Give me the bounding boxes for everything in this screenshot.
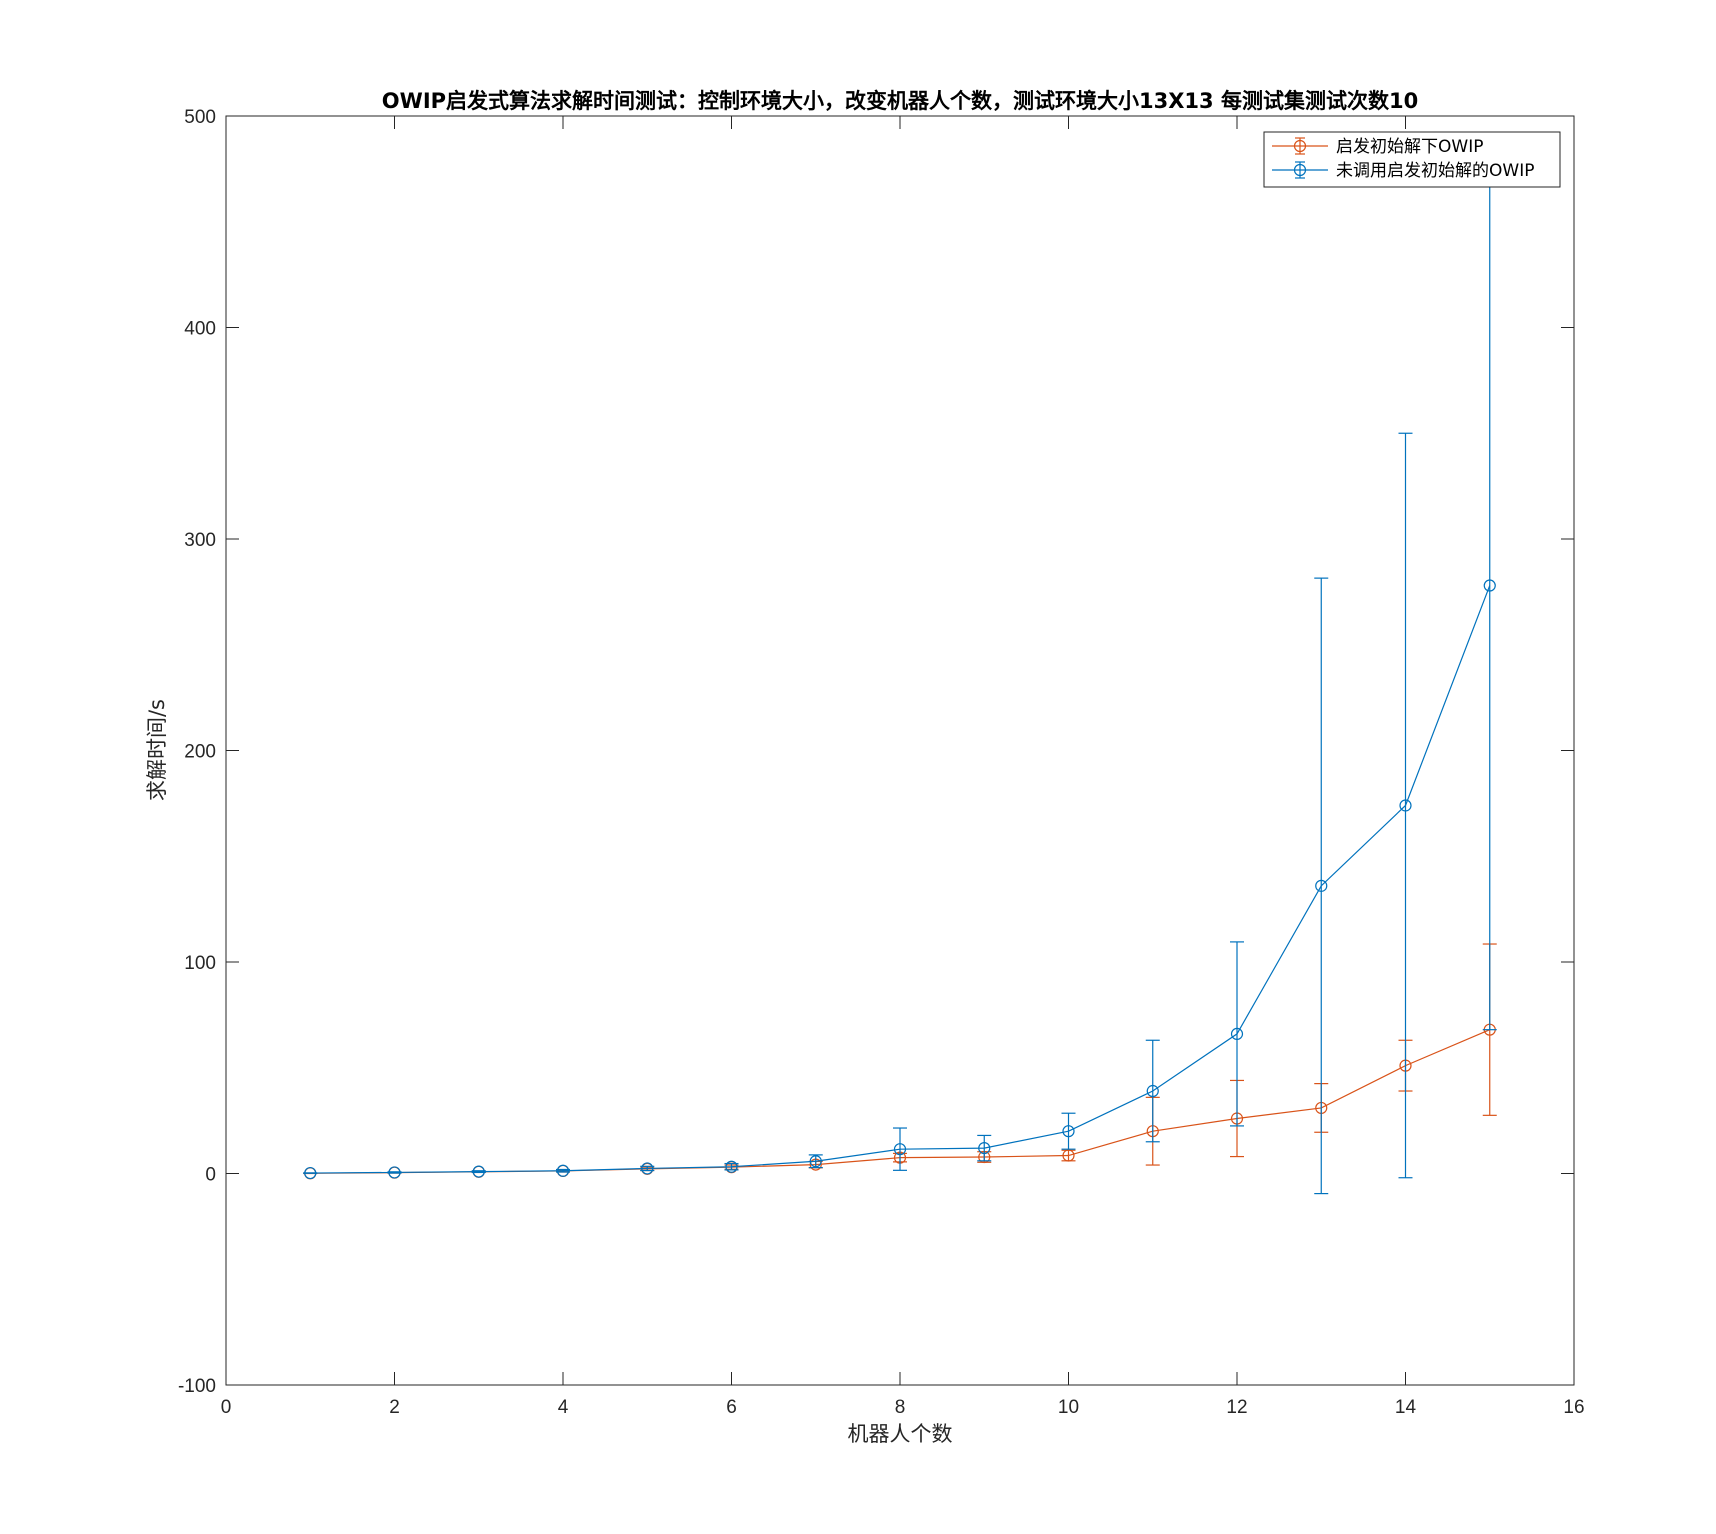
x-tick-label: 8 bbox=[895, 1397, 906, 1418]
data-point-marker bbox=[304, 1166, 317, 1180]
data-point-marker bbox=[556, 1164, 570, 1177]
chart-title: OWIP启发式算法求解时间测试：控制环境大小，改变机器人个数，测试环境大小13X… bbox=[382, 89, 1418, 113]
series-layer bbox=[303, 140, 1497, 1195]
data-point-marker bbox=[893, 1143, 907, 1156]
plot-area bbox=[226, 116, 1574, 1385]
legend-entry-1: 启发初始解下OWIP bbox=[1272, 137, 1483, 157]
data-point-marker bbox=[641, 1162, 654, 1175]
y-tick-label: 300 bbox=[184, 530, 216, 551]
data-point-marker bbox=[1146, 1084, 1159, 1098]
plot-frame bbox=[225, 115, 1575, 1386]
data-point-marker bbox=[809, 1155, 822, 1168]
y-tick-label: 0 bbox=[205, 1165, 216, 1186]
y-tick-label: 100 bbox=[184, 953, 216, 974]
legend-marker bbox=[1293, 139, 1307, 153]
y-axis-label-group: 求解时间/s bbox=[145, 699, 169, 801]
legend-label: 启发初始解下OWIP bbox=[1336, 137, 1483, 157]
y-tick-label: 200 bbox=[184, 742, 216, 763]
x-tick-label: 0 bbox=[221, 1397, 232, 1418]
x-tick-label: 12 bbox=[1226, 1397, 1247, 1418]
x-axis-label: 机器人个数 bbox=[848, 1422, 953, 1446]
legend-entry-2: 未调用启发初始解的OWIP bbox=[1272, 161, 1534, 181]
x-tick-label: 16 bbox=[1563, 1397, 1584, 1418]
y-tick-label: 500 bbox=[184, 107, 216, 128]
data-point-marker bbox=[1399, 799, 1412, 812]
legend-label: 未调用启发初始解的OWIP bbox=[1336, 161, 1534, 181]
y-tick-label: -100 bbox=[178, 1376, 216, 1397]
legend: 启发初始解下OWIP 未调用启发初始解的OWIP bbox=[1263, 131, 1561, 188]
x-tick-label: 14 bbox=[1395, 1397, 1417, 1418]
legend-box bbox=[1263, 131, 1561, 188]
data-point-marker bbox=[1230, 1027, 1244, 1041]
x-tick-label: 6 bbox=[726, 1397, 737, 1418]
data-point-marker bbox=[1062, 1149, 1075, 1162]
data-point-marker bbox=[1315, 879, 1328, 892]
data-point-marker bbox=[1062, 1125, 1075, 1138]
data-point-marker bbox=[472, 1165, 485, 1178]
data-point-marker bbox=[1483, 579, 1496, 592]
data-point-marker bbox=[725, 1160, 738, 1173]
y-tick-label: 400 bbox=[184, 319, 216, 340]
x-tick-label: 4 bbox=[558, 1397, 569, 1418]
legend-marker bbox=[1293, 163, 1307, 177]
x-tick-label: 2 bbox=[389, 1397, 400, 1418]
x-tick-label: 10 bbox=[1058, 1397, 1079, 1418]
legend-entries: 启发初始解下OWIP 未调用启发初始解的OWIP bbox=[1272, 137, 1534, 181]
data-point-marker bbox=[388, 1166, 401, 1179]
series-2 bbox=[303, 140, 1497, 1195]
y-axis-label: 求解时间/s bbox=[145, 699, 169, 801]
data-point-marker bbox=[978, 1142, 991, 1155]
